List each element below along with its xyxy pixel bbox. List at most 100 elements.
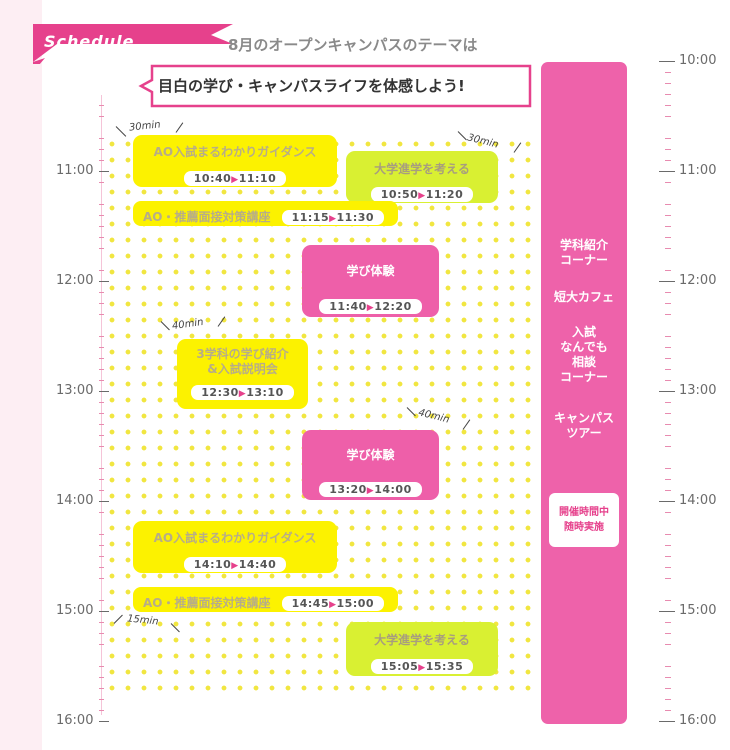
right-hour-12: 12:00: [679, 273, 717, 288]
right-hour-line: [659, 721, 675, 722]
left-minor-tick: [99, 677, 104, 678]
right-minor-tick: [665, 424, 671, 425]
right-minor-tick: [665, 545, 671, 546]
left-minor-tick: [99, 512, 104, 513]
left-axis-line: [101, 95, 102, 715]
left-minor-tick: [99, 314, 104, 315]
left-minor-tick: [99, 435, 104, 436]
event-manabi-2: 学び体験 13:20▶14:00: [302, 430, 439, 500]
left-minor-tick: [99, 336, 104, 337]
right-minor-tick: [665, 292, 671, 293]
left-minor-tick: [99, 556, 104, 557]
left-hour-line: [99, 391, 109, 392]
right-minor-tick: [665, 248, 671, 249]
left-minor-tick: [99, 149, 104, 150]
schedule-flag: [33, 14, 233, 64]
right-minor-tick: [665, 270, 671, 271]
left-hour-line: [99, 611, 109, 612]
right-minor-tick: [665, 94, 671, 95]
event-time: 10:50▶11:20: [370, 187, 474, 202]
right-minor-tick: [665, 578, 671, 579]
right-minor-tick: [665, 237, 671, 238]
left-minor-tick: [99, 622, 104, 623]
right-hour-13: 13:00: [679, 383, 717, 398]
event-title: AO・推薦面接対策講座: [143, 210, 271, 224]
left-minor-tick: [99, 116, 104, 117]
event-time: 11:40▶12:20: [319, 299, 422, 314]
left-minor-tick: [99, 215, 104, 216]
right-minor-tick: [665, 303, 671, 304]
left-minor-tick: [99, 699, 104, 700]
event-manabi-1: 学び体験 11:40▶12:20: [302, 245, 439, 317]
left-hour-13: 13:00: [56, 383, 94, 398]
right-minor-tick: [665, 644, 671, 645]
right-minor-tick: [665, 226, 671, 227]
right-hour-line: [659, 611, 675, 612]
right-minor-tick: [665, 556, 671, 557]
side-item-campus-tour: キャンパス ツアー: [553, 411, 614, 440]
right-minor-tick: [665, 336, 671, 337]
event-university-2: 大学進学を考える 15:05▶15:35: [346, 622, 498, 676]
right-minor-tick: [665, 633, 671, 634]
event-title: AO入試まるわかりガイダンス: [153, 145, 317, 159]
left-minor-tick: [99, 204, 104, 205]
event-three-departments: 3学科の学び紹介 &入試説明会 12:30▶13:10: [177, 339, 308, 409]
left-minor-tick: [99, 248, 104, 249]
left-hour-line: [99, 501, 109, 502]
left-minor-tick: [99, 369, 104, 370]
right-hour-15: 15:00: [679, 603, 717, 618]
left-minor-tick: [99, 226, 104, 227]
right-minor-tick: [665, 83, 671, 84]
right-minor-tick: [665, 600, 671, 601]
left-minor-tick: [99, 644, 104, 645]
left-minor-tick: [99, 424, 104, 425]
right-minor-tick: [665, 710, 671, 711]
left-minor-tick: [99, 688, 104, 689]
event-title: AO・推薦面接対策講座: [143, 596, 271, 610]
side-item-cafe: 短大カフェ: [553, 290, 614, 304]
left-hour-14: 14:00: [56, 493, 94, 508]
theme-subtitle: 8月のオープンキャンパスのテーマは: [228, 36, 478, 54]
left-hour-line: [99, 721, 109, 722]
side-item-department-corner: 学科紹介 コーナー: [559, 238, 608, 267]
event-ao-guidance-2: AO入試まるわかりガイダンス 14:10▶14:40: [133, 521, 337, 573]
right-hour-line: [659, 391, 675, 392]
event-time: 15:05▶15:35: [370, 659, 474, 674]
right-minor-tick: [665, 534, 671, 535]
right-minor-tick: [665, 358, 671, 359]
left-minor-tick: [99, 182, 104, 183]
left-minor-tick: [99, 160, 104, 161]
right-minor-tick: [665, 182, 671, 183]
event-time: 14:10▶14:40: [183, 557, 287, 572]
left-minor-tick: [99, 479, 104, 480]
left-minor-tick: [99, 347, 104, 348]
right-hour-11: 11:00: [679, 163, 717, 178]
event-title: 3学科の学び紹介: [196, 347, 289, 361]
left-minor-tick: [99, 358, 104, 359]
left-minor-tick: [99, 468, 104, 469]
event-ao-interview-2: AO・推薦面接対策講座 14:45▶15:00: [133, 587, 398, 612]
right-hour-line: [659, 281, 675, 282]
right-minor-tick: [665, 105, 671, 106]
left-minor-tick: [99, 446, 104, 447]
right-minor-tick: [665, 380, 671, 381]
event-title: 大学進学を考える: [374, 633, 470, 647]
right-hour-line: [659, 501, 675, 502]
right-hour-16: 16:00: [679, 713, 717, 728]
left-minor-tick: [99, 578, 104, 579]
right-hour-10: 10:00: [679, 53, 717, 68]
left-minor-tick: [99, 303, 104, 304]
left-minor-tick: [99, 633, 104, 634]
right-minor-tick: [665, 622, 671, 623]
event-ao-interview-1: AO・推薦面接対策講座 11:15▶11:30: [133, 201, 398, 226]
left-hour-11: 11:00: [56, 163, 94, 178]
right-hour-line: [659, 61, 675, 62]
right-minor-tick: [665, 72, 671, 73]
left-hour-15: 15:00: [56, 603, 94, 618]
left-minor-tick: [99, 270, 104, 271]
left-hour-12: 12:00: [56, 273, 94, 288]
right-minor-tick: [665, 314, 671, 315]
left-minor-tick: [99, 237, 104, 238]
schedule-label: Schedule: [44, 32, 135, 51]
side-corner-bar: 学科紹介 コーナー 短大カフェ 入試 なんでも 相談 コーナー キャンパス ツアー: [541, 62, 627, 724]
